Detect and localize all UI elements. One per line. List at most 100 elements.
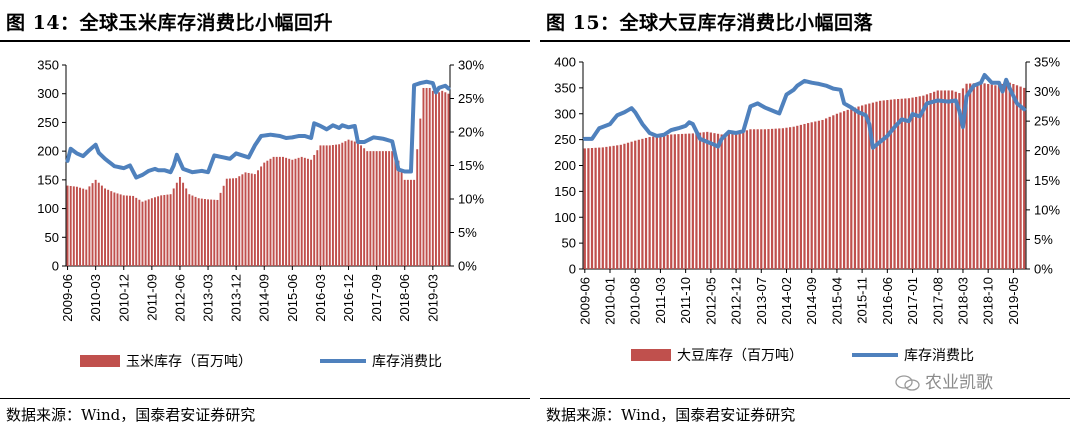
y-tick-label-left: 200: [37, 144, 59, 159]
stock-bar: [325, 145, 328, 266]
stock-bar: [655, 136, 658, 269]
stock-bar: [72, 186, 75, 266]
stock-bar: [868, 103, 871, 269]
stock-bar: [918, 96, 921, 269]
stock-bar: [378, 151, 381, 266]
stock-bar: [288, 158, 291, 266]
stock-bar: [369, 151, 372, 266]
stock-bar: [391, 151, 394, 266]
stock-bar: [774, 128, 777, 269]
stock-bar: [925, 94, 929, 269]
stock-bar: [438, 92, 441, 266]
x-tick-label: 2010-08: [628, 277, 643, 325]
stock-bar: [216, 199, 219, 266]
stock-bar: [419, 118, 422, 266]
stock-bar: [778, 128, 781, 269]
figure-title: 图 15：全球大豆库存消费比小幅回落: [546, 12, 874, 34]
stock-bar: [734, 133, 738, 269]
y-tick-label-left: 350: [554, 80, 576, 95]
stock-bar: [144, 200, 147, 266]
stock-bar: [997, 84, 1001, 269]
stock-bar: [961, 88, 965, 269]
stock-bar: [828, 116, 831, 269]
stock-bar: [75, 186, 78, 266]
y-tick-label-right: 25%: [458, 91, 484, 106]
x-tick-label: 2019-03: [425, 274, 440, 322]
stock-bar: [796, 125, 799, 269]
stock-bar: [662, 135, 666, 269]
watermark: 农业凯歌: [895, 368, 993, 393]
stock-bar: [247, 172, 250, 266]
stock-bar: [1001, 83, 1004, 269]
stock-bar: [210, 199, 213, 266]
x-tick-label: 2009-06: [60, 274, 75, 322]
stock-bar: [875, 101, 878, 269]
stock-bar: [122, 195, 125, 266]
x-tick-label: 2015-06: [285, 274, 300, 322]
stock-bar: [835, 113, 839, 269]
y-tick-label-left: 50: [562, 236, 576, 251]
stock-bar: [278, 156, 281, 266]
stock-bar: [806, 123, 810, 269]
stock-bar: [163, 194, 166, 266]
legend-bar-label: 玉米库存（百万吨）: [126, 354, 252, 370]
stock-bar: [328, 145, 331, 266]
stock-bar: [241, 174, 244, 266]
x-tick-label: 2014-09: [804, 277, 819, 325]
stock-bar: [154, 197, 156, 266]
stock-bar: [810, 122, 813, 269]
stock-to-use-line: [65, 79, 451, 180]
stock-bar: [738, 132, 741, 269]
stock-bar: [107, 189, 110, 266]
y-tick-label-left: 0: [52, 259, 59, 274]
stock-bar: [882, 100, 885, 269]
stock-bar: [172, 188, 175, 266]
stock-bar: [347, 139, 350, 266]
stock-bar: [900, 98, 903, 269]
x-tick-label: 2012-12: [729, 277, 744, 325]
stock-bar: [821, 119, 824, 270]
stock-bar: [929, 93, 932, 269]
stock-bar: [598, 147, 601, 269]
stock-bar: [360, 145, 362, 266]
stock-bar: [425, 87, 428, 266]
stock-bar: [990, 84, 993, 269]
y-tick-label-right: 0%: [458, 259, 477, 274]
stock-bar: [104, 188, 106, 266]
stock-bar: [763, 129, 766, 269]
stock-to-use-line: [582, 73, 1027, 150]
stock-bar: [141, 201, 144, 266]
y-tick-label-left: 50: [45, 230, 59, 245]
stock-bar: [235, 178, 238, 266]
x-tick-label: 2011-10: [678, 277, 693, 324]
stock-bar: [322, 145, 325, 266]
stock-bar: [583, 148, 586, 269]
stock-bar: [222, 185, 225, 266]
y-tick-label-right: 35%: [1034, 55, 1060, 70]
stock-bar: [644, 137, 648, 269]
stock-bar: [250, 173, 253, 266]
stock-bar: [244, 172, 247, 266]
y-tick-label-left: 100: [37, 201, 59, 216]
y-tick-label-right: 30%: [458, 58, 484, 73]
stock-bar: [275, 156, 278, 266]
stock-bar: [385, 151, 387, 266]
stock-bar: [861, 105, 864, 269]
stock-bar: [182, 182, 185, 266]
stock-bar: [203, 199, 206, 266]
stock-bar: [269, 158, 272, 266]
source-note: 数据来源：Wind，国泰君安证券研究: [6, 406, 256, 424]
stock-bar: [116, 193, 119, 266]
x-tick-label: 2015-11: [855, 277, 870, 324]
stock-bar: [785, 127, 788, 269]
source-divider: [540, 398, 1070, 399]
y-tick-label-right: 25%: [1034, 114, 1060, 129]
stock-bar: [88, 186, 91, 266]
stock-bar: [814, 121, 817, 269]
x-tick-label: 2019-05: [1006, 277, 1021, 325]
stock-bar: [79, 187, 82, 266]
x-tick-label: 2009-06: [577, 277, 592, 325]
stock-bar: [138, 199, 141, 266]
stock-bar: [864, 104, 867, 269]
stock-bar: [319, 145, 322, 266]
